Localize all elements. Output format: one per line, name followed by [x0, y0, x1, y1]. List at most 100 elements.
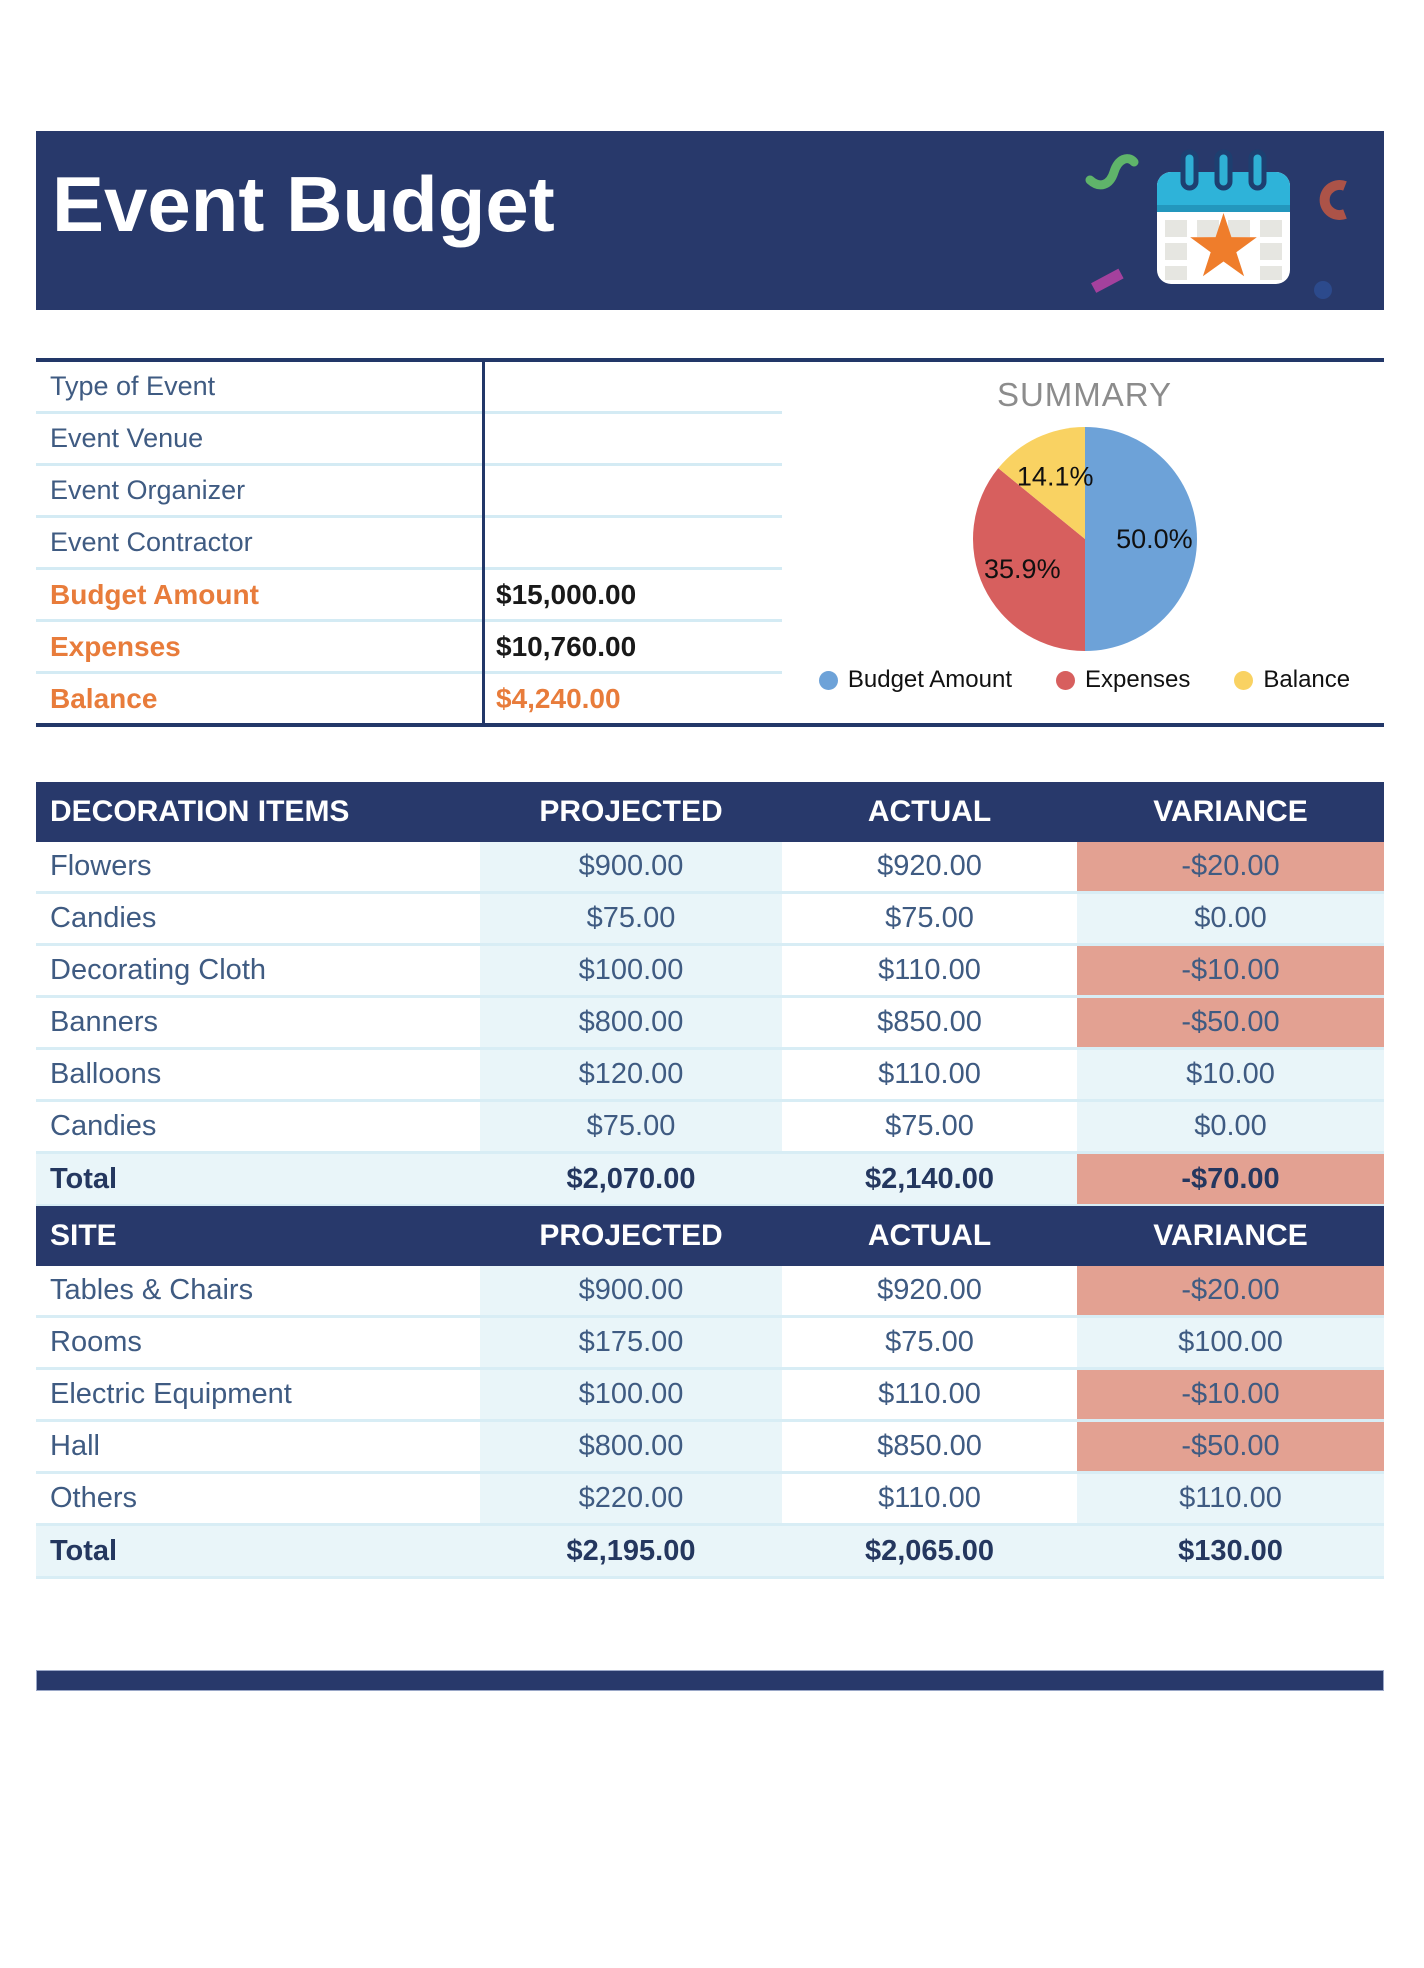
cell-item: Candies [36, 894, 480, 946]
info-value: $15,000.00 [496, 578, 637, 610]
cell-actual: $75.00 [782, 894, 1077, 946]
table-row: Balloons $120.00 $110.00 $10.00 [36, 1050, 1384, 1102]
info-row: Event Organizer [36, 466, 782, 518]
column-header: VARIANCE [1153, 1219, 1308, 1252]
summary-panel: SUMMARY 50.0% 35.9% 14.1% Budget Amount Exp… [785, 362, 1384, 723]
column-header: DECORATION ITEMS [50, 795, 350, 828]
column-header: VARIANCE [1153, 795, 1308, 828]
cell-projected: $900.00 [480, 842, 782, 894]
info-label: Type of Event [50, 371, 216, 401]
cell-variance: $10.00 [1077, 1050, 1384, 1102]
cell-projected: $120.00 [480, 1050, 782, 1102]
cell-item: Others [36, 1474, 480, 1526]
info-label: Event Contractor [50, 527, 253, 557]
header-band: Event Budget [36, 131, 1384, 310]
legend-marker [1055, 670, 1075, 690]
cell-item: Decorating Cloth [36, 946, 480, 998]
chart-legend: Budget Amount Expenses Balance [818, 666, 1351, 694]
table-row: Tables & Chairs $900.00 $920.00 -$20.00 [36, 1266, 1384, 1318]
column-header: SITE [50, 1219, 117, 1252]
info-label: Budget Amount [50, 578, 259, 610]
column-divider [482, 362, 485, 723]
cell-projected: $75.00 [480, 1102, 782, 1154]
page-title: Event Budget [52, 160, 555, 248]
cell-actual: $920.00 [782, 1266, 1077, 1318]
pie-slice-budget-amount [1084, 427, 1197, 651]
cell-actual: $2,140.00 [782, 1154, 1077, 1207]
cell-actual: $110.00 [782, 1474, 1077, 1526]
cell-variance: -$50.00 [1077, 1422, 1384, 1474]
cell-actual: $75.00 [782, 1102, 1077, 1154]
table-header-row: SITE PROJECTED ACTUAL VARIANCE [36, 1206, 1384, 1266]
cell-actual: $850.00 [782, 998, 1077, 1050]
decoration-items-table: DECORATION ITEMS PROJECTED ACTUAL VARIANCE F… [36, 782, 1384, 1207]
cell-projected: $75.00 [480, 894, 782, 946]
cell-actual: $2,065.00 [782, 1526, 1077, 1579]
info-label: Expenses [50, 630, 181, 662]
header-icon-cluster [1076, 141, 1366, 309]
cell-item: Banners [36, 998, 480, 1050]
cell-item: Hall [36, 1422, 480, 1474]
cell-actual: $75.00 [782, 1318, 1077, 1370]
cell-item: Rooms [36, 1318, 480, 1370]
cell-item: Electric Equipment [36, 1370, 480, 1422]
legend-label: Budget Amount [847, 666, 1012, 693]
cell-variance: -$10.00 [1077, 946, 1384, 998]
legend-item: Expenses [1055, 666, 1190, 694]
table-total-row: Total $2,070.00 $2,140.00 -$70.00 [36, 1154, 1384, 1207]
table-total-row: Total $2,195.00 $2,065.00 $130.00 [36, 1526, 1384, 1579]
cell-projected: $800.00 [480, 998, 782, 1050]
cell-projected: $2,070.00 [480, 1154, 782, 1207]
dash-confetti-icon [1091, 268, 1124, 293]
info-label: Balance [50, 682, 158, 714]
info-label: Event Venue [50, 423, 204, 453]
cell-variance: -$20.00 [1077, 842, 1384, 894]
cell-item: Total [36, 1154, 480, 1207]
site-table: SITE PROJECTED ACTUAL VARIANCE Tables & Chai… [36, 1206, 1384, 1579]
info-row: Type of Event [36, 362, 782, 414]
legend-marker [1234, 670, 1254, 690]
table-row: Candies $75.00 $75.00 $0.00 [36, 894, 1384, 946]
column-header: PROJECTED [539, 795, 723, 828]
cell-projected: $800.00 [480, 1422, 782, 1474]
column-header: ACTUAL [867, 1219, 992, 1252]
table-header-row: DECORATION ITEMS PROJECTED ACTUAL VARIANCE [36, 782, 1384, 842]
cell-projected: $100.00 [480, 1370, 782, 1422]
cell-actual: $110.00 [782, 1370, 1077, 1422]
chart-title: SUMMARY [996, 376, 1173, 413]
cell-projected: $900.00 [480, 1266, 782, 1318]
info-row: Event Contractor [36, 518, 782, 570]
pie-slice-expenses [972, 468, 1085, 651]
info-value: $10,760.00 [496, 630, 637, 662]
cell-actual: $110.00 [782, 946, 1077, 998]
dot-confetti-icon [1314, 281, 1332, 299]
cell-variance: $100.00 [1077, 1318, 1384, 1370]
info-value: $4,240.00 [496, 682, 621, 714]
cell-variance: -$20.00 [1077, 1266, 1384, 1318]
legend-label: Balance [1263, 666, 1351, 693]
cell-variance: -$50.00 [1077, 998, 1384, 1050]
table-row: Others $220.00 $110.00 $110.00 [36, 1474, 1384, 1526]
pie-value-label: 35.9% [984, 554, 1061, 584]
table-row: Decorating Cloth $100.00 $110.00 -$10.00 [36, 946, 1384, 998]
info-label: Event Organizer [50, 475, 246, 505]
info-row: Event Venue [36, 414, 782, 466]
legend-marker [818, 670, 838, 690]
info-row: Budget Amount $15,000.00 [36, 570, 782, 622]
squiggle-confetti-icon [1085, 154, 1139, 190]
column-header: ACTUAL [867, 795, 992, 828]
footer-bar [36, 1670, 1384, 1691]
cell-projected: $100.00 [480, 946, 782, 998]
cell-item: Total [36, 1526, 480, 1579]
cell-item: Balloons [36, 1050, 480, 1102]
cell-actual: $110.00 [782, 1050, 1077, 1102]
cell-variance: -$70.00 [1077, 1154, 1384, 1207]
table-row: Candies $75.00 $75.00 $0.00 [36, 1102, 1384, 1154]
cell-item: Flowers [36, 842, 480, 894]
info-summary-section: Type of Event Event Venue Event Organizer E… [36, 358, 1384, 727]
cell-actual: $850.00 [782, 1422, 1077, 1474]
info-row: Expenses $10,760.00 [36, 622, 782, 674]
table-row: Electric Equipment $100.00 $110.00 -$10.00 [36, 1370, 1384, 1422]
column-header: PROJECTED [539, 1219, 723, 1252]
